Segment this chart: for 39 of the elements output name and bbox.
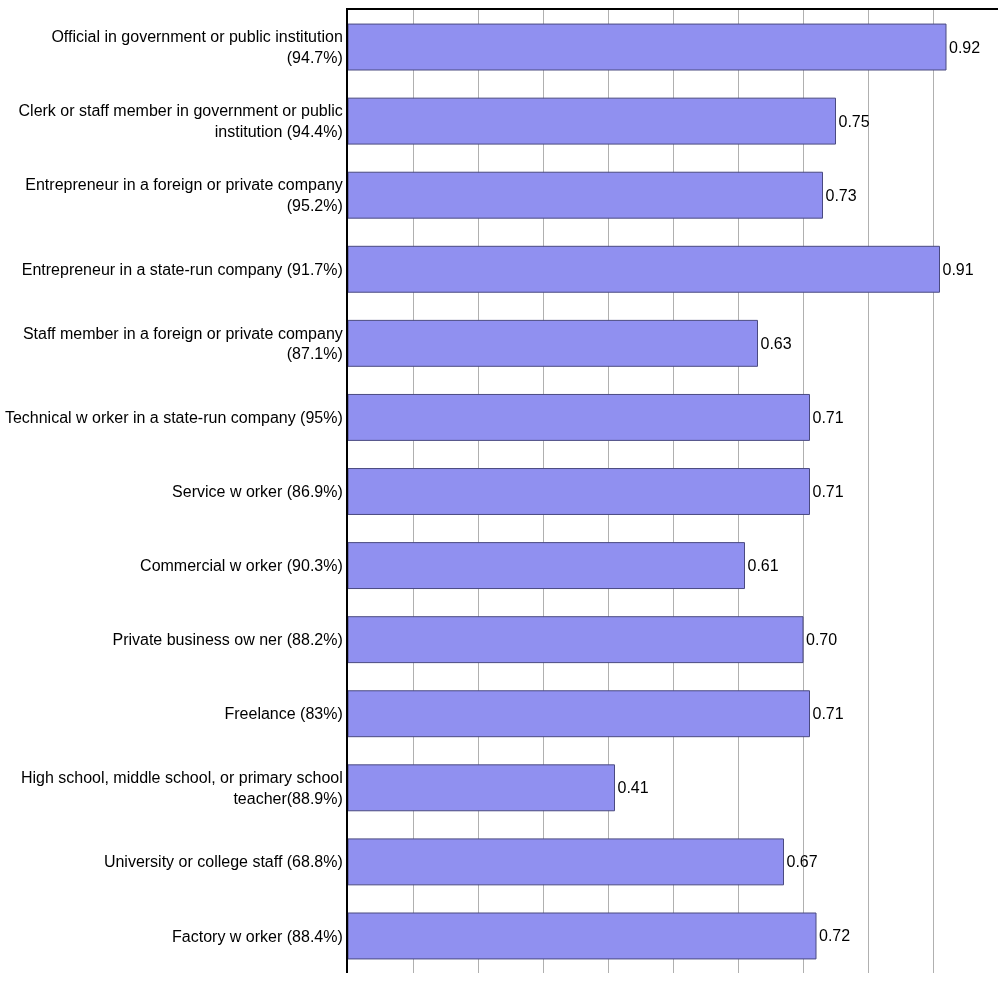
y-tick-label: High school, middle school, or primary school teacher(88.9%) (20, 769, 343, 807)
data-label: 0.75 (838, 112, 870, 130)
y-tick-label: Freelance (83%) (224, 705, 343, 723)
data-label: 0.67 (786, 853, 818, 871)
y-tick-label: Factory w orker (88.4%) (172, 927, 343, 945)
data-label: 0.41 (617, 779, 649, 797)
y-tick-label: Staff member in a foreign or private company (87.1%) (22, 324, 343, 363)
bar (348, 912, 817, 960)
y-tick-label: Service w orker (86.9%) (172, 483, 343, 501)
y-tick-label: Technical w orker in a state-run company (95%) (4, 409, 343, 427)
bar (348, 468, 810, 515)
data-label: 0.63 (760, 334, 792, 352)
bar (348, 616, 804, 664)
bar (348, 319, 758, 367)
bar (348, 171, 823, 219)
bar (348, 393, 810, 441)
bar (348, 542, 745, 590)
y-tick-label: Private business ow ner (88.2%) (112, 631, 343, 649)
bar (348, 838, 784, 886)
data-label: 0.61 (747, 557, 779, 575)
y-tick-label: Entrepreneur in a foreign or private company (95.2%) (25, 176, 343, 215)
y-tick-label: Entrepreneur in a state-run company (91.7%) (21, 260, 343, 278)
data-label: 0.71 (812, 483, 844, 500)
data-label: 0.71 (812, 705, 844, 723)
bar (348, 97, 836, 145)
y-tick-label: Official in government or public institution (94.7%) (51, 28, 343, 67)
bar (348, 245, 940, 293)
bar (348, 764, 615, 812)
data-label: 0.91 (942, 260, 974, 278)
data-label: 0.71 (812, 408, 844, 426)
data-label: 0.72 (819, 927, 851, 945)
y-tick-label: Clerk or staff member in government or public institution (94.4%) (18, 102, 343, 141)
y-tick-label: University or college staff (68.8%) (103, 853, 343, 871)
data-label: 0.70 (806, 631, 838, 649)
data-label: 0.73 (825, 186, 857, 204)
data-label: 0.92 (949, 38, 981, 56)
y-tick-label: Commercial w orker (90.3%) (140, 557, 343, 575)
bar (348, 690, 810, 738)
bar (348, 23, 947, 71)
